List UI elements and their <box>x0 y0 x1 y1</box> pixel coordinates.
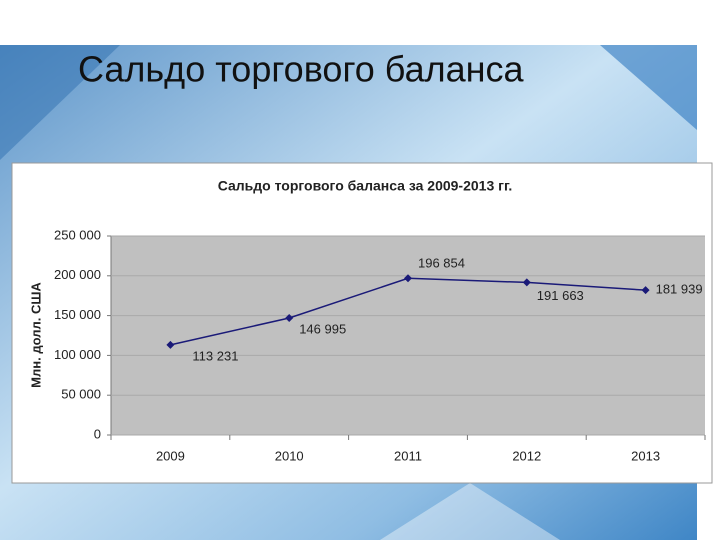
data-label: 191 663 <box>537 288 584 303</box>
chart-title: Сальдо торгового баланса за 2009-2013 гг… <box>218 178 513 194</box>
marker <box>404 274 412 283</box>
y-tick-label: 150 000 <box>54 307 101 322</box>
plot-area <box>111 236 705 435</box>
background-shape <box>380 483 560 540</box>
data-label: 181 939 <box>656 282 703 297</box>
marker <box>285 313 294 322</box>
x-tick-label: 2010 <box>275 448 304 463</box>
background-shape <box>600 45 697 130</box>
y-tick-label: 100 000 <box>54 347 101 362</box>
x-tick-label: 2012 <box>512 448 541 463</box>
x-tick-label: 2013 <box>631 448 660 463</box>
background-shape <box>0 45 120 160</box>
x-tick-label: 2009 <box>156 448 185 463</box>
y-tick-label: 200 000 <box>54 267 101 282</box>
marker <box>166 340 175 349</box>
y-tick-label: 0 <box>94 426 101 441</box>
data-label: 113 231 <box>192 348 238 363</box>
marker <box>641 286 650 295</box>
y-tick-label: 250 000 <box>54 227 101 242</box>
y-tick-label: 50 000 <box>61 387 101 402</box>
slide-title: Сальдо торгового баланса <box>78 49 525 90</box>
x-tick-label: 2011 <box>394 448 422 463</box>
y-axis-label: Млн. долл. США <box>28 282 43 388</box>
data-label: 196 854 <box>418 256 465 271</box>
data-label: 146 995 <box>299 321 346 336</box>
marker <box>522 278 531 287</box>
